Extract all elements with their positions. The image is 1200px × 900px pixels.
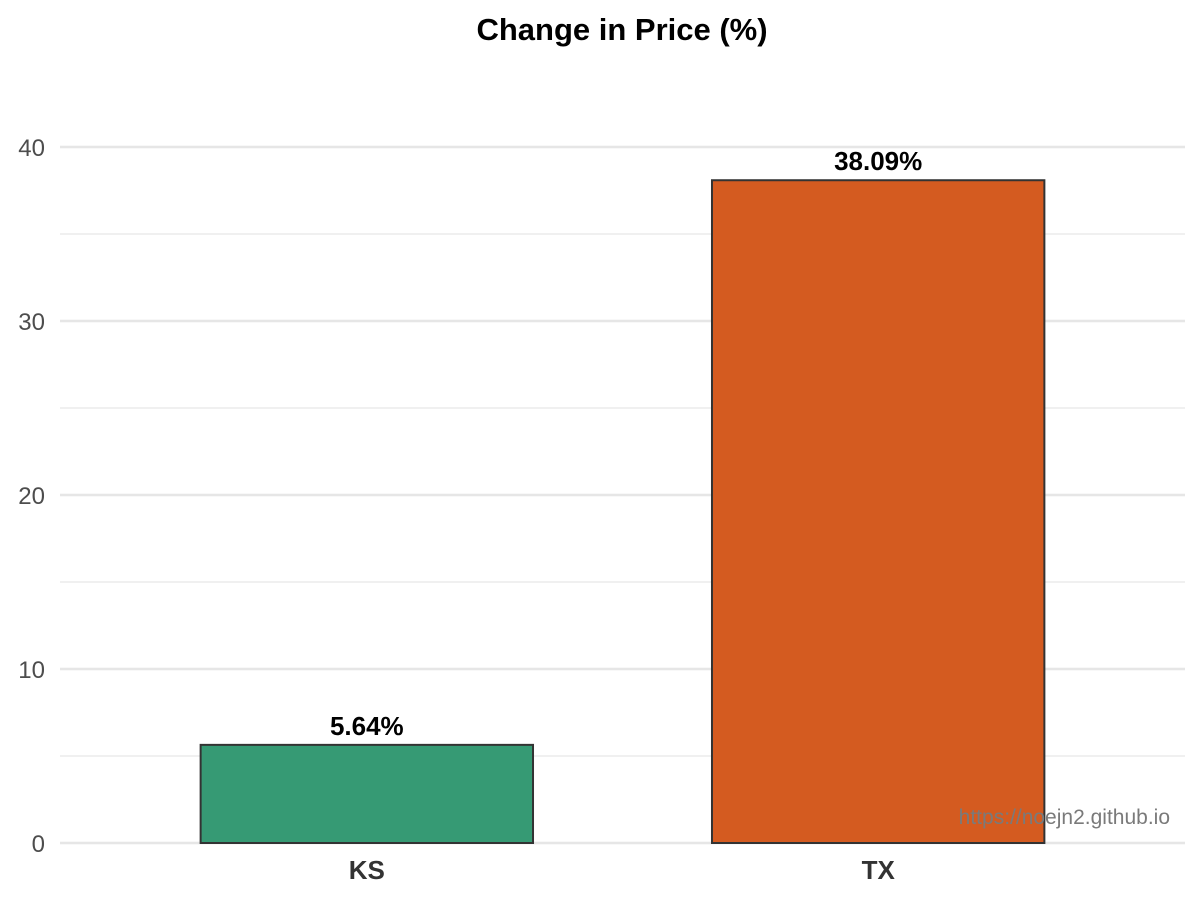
data-labels: 5.64% 38.09% — [330, 146, 922, 741]
y-tick-label: 30 — [18, 309, 45, 336]
data-label-tx: 38.09% — [834, 146, 922, 176]
y-tick-label: 10 — [18, 657, 45, 684]
watermark: https://noejn2.github.io — [959, 806, 1170, 829]
y-tick-label: 40 — [18, 135, 45, 162]
bar-tx — [710, 179, 1046, 844]
x-tick-label-tx: TX — [862, 855, 896, 885]
x-tick-label-ks: KS — [349, 855, 385, 885]
bar-ks — [199, 743, 535, 845]
bars — [199, 179, 1046, 845]
chart-title: Change in Price (%) — [476, 12, 767, 47]
y-tick-label: 20 — [18, 483, 45, 510]
data-label-ks: 5.64% — [330, 711, 404, 741]
y-tick-label: 0 — [32, 831, 45, 858]
y-axis-ticks: 0 10 20 30 40 — [18, 135, 45, 858]
x-axis-ticks: KS TX — [349, 855, 896, 885]
